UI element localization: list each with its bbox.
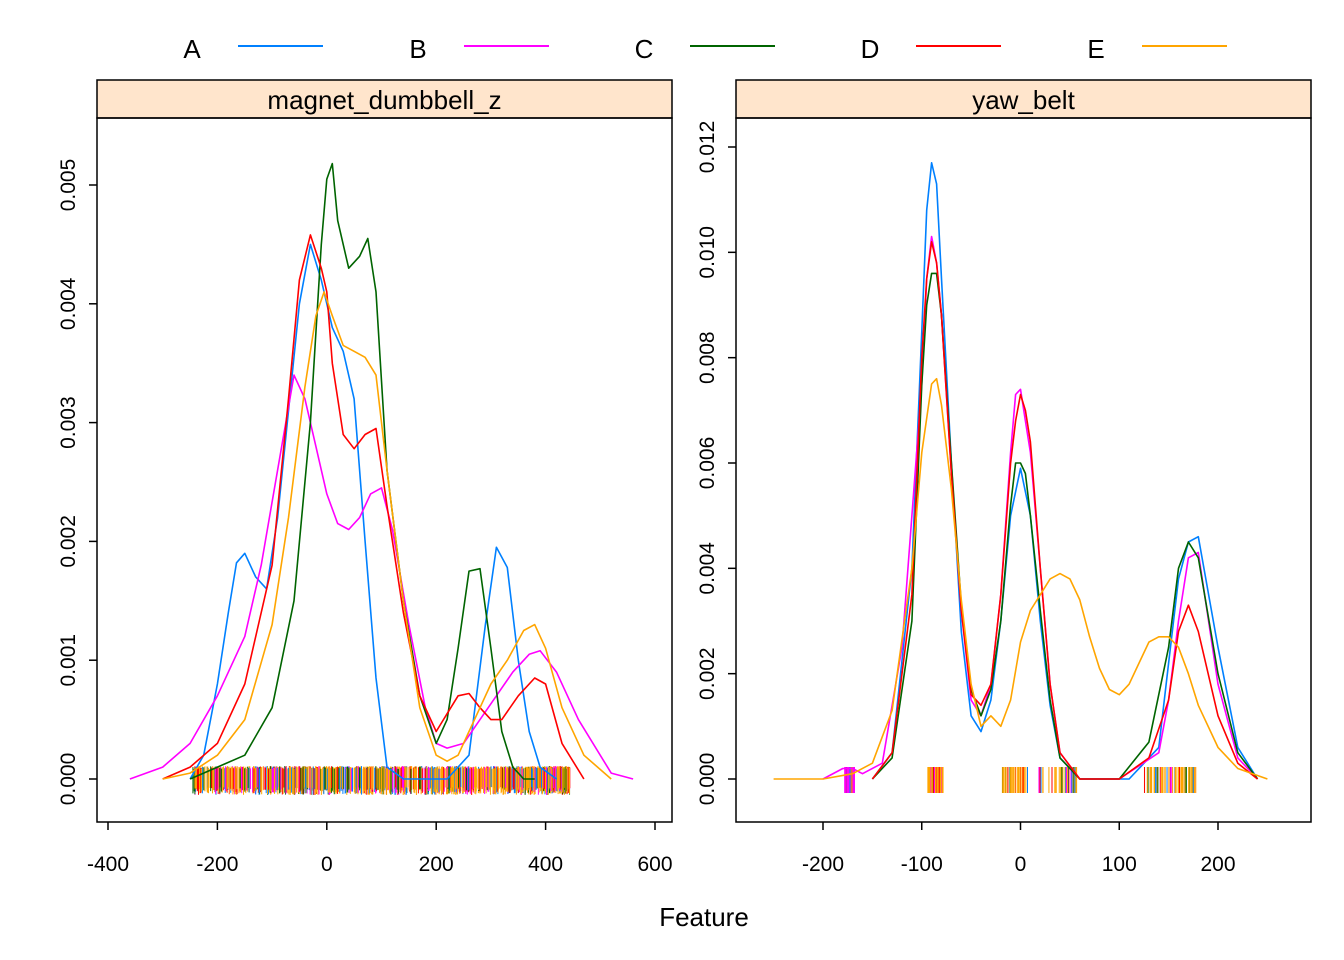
legend-item-d: D <box>861 34 1001 64</box>
strip-background <box>96 79 673 119</box>
x-tick-label: 400 <box>528 853 563 876</box>
series-line-c <box>189 162 535 780</box>
y-tick-label: 0.000 <box>696 753 719 806</box>
panel-title: yaw_belt <box>972 85 1075 115</box>
panel-yaw-belt: yaw_belt -200 -100 0 100 200 0.000 0.002 0.004 0… <box>696 79 1312 876</box>
x-tick-label: 200 <box>419 853 454 876</box>
x-axis-title: Feature <box>659 902 749 932</box>
y-tick-label: 0.004 <box>696 542 719 595</box>
legend: A B C D E <box>183 34 1227 64</box>
panel-title: magnet_dumbbell_z <box>267 85 501 115</box>
x-tick-label: -400 <box>87 853 129 876</box>
plot-frame <box>96 117 673 823</box>
y-tick-label: 0.012 <box>696 121 719 174</box>
rug-marks <box>192 766 571 795</box>
x-tick-label: 600 <box>637 853 672 876</box>
density-lines <box>773 162 1268 780</box>
legend-label: A <box>183 34 201 64</box>
legend-label: C <box>635 34 654 64</box>
legend-label: B <box>409 34 426 64</box>
y-tick-label: 0.002 <box>696 647 719 700</box>
y-tick-label: 0.005 <box>57 159 80 212</box>
series-line-c <box>871 272 1259 780</box>
plot-frame <box>735 117 1312 823</box>
strip-background <box>735 79 1312 119</box>
x-tick-label: -100 <box>901 853 943 876</box>
series-line-e <box>162 291 612 780</box>
series-line-a <box>871 162 1259 780</box>
series-line-e <box>773 377 1268 780</box>
series-line-b <box>129 374 634 780</box>
series-line-a <box>189 243 557 780</box>
panel-magnet-dumbbell-z: magnet_dumbbell_z -400 -200 0 200 400 600 0.00… <box>57 79 673 876</box>
series-line-d <box>871 241 1259 780</box>
legend-item-b: B <box>409 34 549 64</box>
x-tick-label: 100 <box>1102 853 1137 876</box>
y-tick-label: 0.001 <box>57 634 80 687</box>
y-tick-label: 0.010 <box>696 226 719 279</box>
y-tick-label: 0.006 <box>696 437 719 490</box>
y-tick-label: 0.008 <box>696 331 719 384</box>
x-tick-label: -200 <box>196 853 238 876</box>
y-tick-label: 0.004 <box>57 277 80 330</box>
y-tick-label: 0.002 <box>57 515 80 568</box>
axis-ticks: -200 -100 0 100 200 0.000 0.002 0.004 0.006 0.008… <box>696 121 1236 876</box>
series-line-b <box>822 235 1259 780</box>
legend-item-c: C <box>635 34 775 64</box>
legend-label: E <box>1087 34 1104 64</box>
x-tick-label: -200 <box>802 853 844 876</box>
density-lines <box>129 162 634 780</box>
x-tick-label: 0 <box>1015 853 1027 876</box>
axis-ticks: -400 -200 0 200 400 600 0.000 0.001 0.002 0.003 0.… <box>57 159 673 876</box>
y-tick-label: 0.003 <box>57 396 80 449</box>
x-tick-label: 200 <box>1200 853 1235 876</box>
x-tick-label: 0 <box>321 853 333 876</box>
legend-label: D <box>861 34 880 64</box>
series-line-d <box>162 234 585 780</box>
y-tick-label: 0.000 <box>57 753 80 806</box>
rug-marks <box>844 767 1197 793</box>
legend-item-e: E <box>1087 34 1227 64</box>
legend-item-a: A <box>183 34 323 64</box>
